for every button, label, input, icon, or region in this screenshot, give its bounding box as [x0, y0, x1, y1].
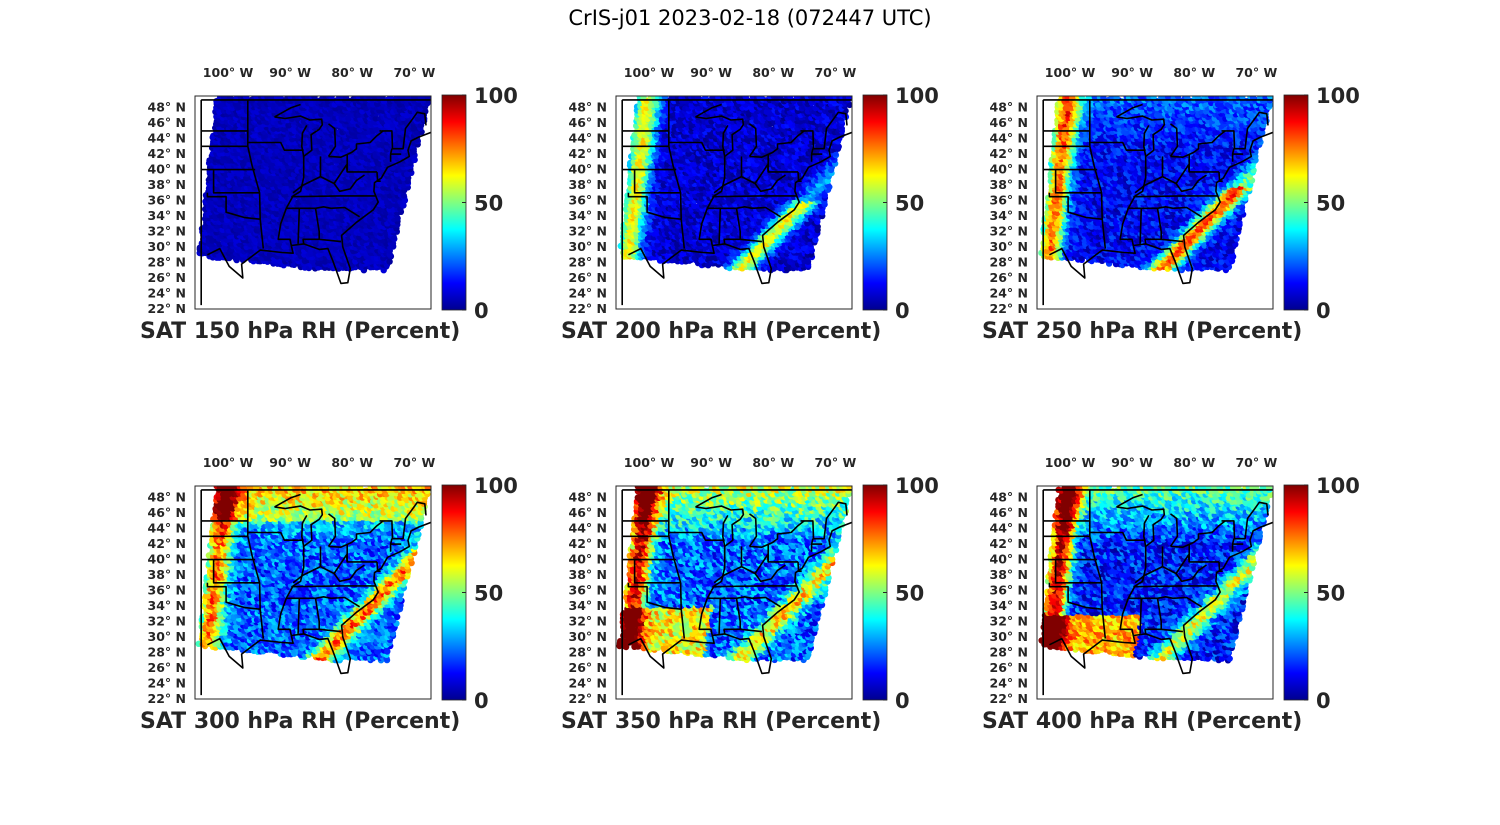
boundary-line	[379, 111, 427, 150]
colorbar-tick-label: 0	[474, 299, 489, 323]
map-frame	[194, 95, 432, 310]
boundary-line	[286, 206, 361, 218]
rh-dot	[372, 115, 379, 122]
boundary-line	[327, 123, 337, 157]
boundary-line	[376, 171, 381, 182]
boundary-line	[297, 208, 301, 244]
boundary-line	[212, 169, 260, 194]
boundary-line	[274, 103, 301, 118]
lat-tick-label: 48° N	[148, 100, 186, 115]
lat-tick-label: 40° N	[148, 162, 186, 177]
panel-2: 100° W 90° W 80° W 70° W48° N46° N44° N42° …	[569, 65, 939, 323]
rh-dot	[400, 192, 407, 199]
colorbar-tick-label: 50	[474, 192, 503, 216]
lon-tick-label: 80° W	[331, 65, 373, 80]
boundary-line	[292, 175, 335, 194]
lat-tick-label: 34° N	[148, 208, 186, 223]
boundary-line	[291, 195, 376, 198]
lat-tick-label: 24° N	[148, 286, 186, 301]
lat-tick-label: 38° N	[148, 177, 186, 192]
rh-dot	[424, 96, 431, 100]
rh-dot	[242, 96, 250, 100]
rh-dot	[277, 96, 284, 100]
lat-tick-label: 44° N	[148, 131, 186, 146]
rh-dot	[379, 96, 386, 100]
lat-tick-label: 28° N	[148, 255, 186, 270]
lat-tick-label: 42° N	[148, 146, 186, 161]
rh-dot	[209, 237, 216, 244]
boundary-line	[319, 238, 341, 243]
state-boundaries	[200, 99, 431, 306]
figure-title: CrIS-j01 2023-02-18 (072447 UTC)	[568, 6, 932, 30]
boundary-line	[274, 115, 324, 158]
lat-tick-label: 36° N	[148, 193, 186, 208]
rh-dot	[732, 227, 739, 234]
boundary-line	[206, 192, 261, 220]
lat-tick-label: 30° N	[148, 239, 186, 254]
boundary-line	[247, 141, 304, 151]
lon-tick-label: 100° W	[203, 65, 254, 80]
rh-dot	[812, 236, 819, 244]
boundary-line	[247, 99, 265, 249]
lat-tick-label: 46° N	[148, 115, 186, 130]
lat-tick-label: 26° N	[148, 270, 186, 285]
rh-dot	[386, 258, 393, 265]
lat-tick-label: 32° N	[148, 224, 186, 239]
rh-dot	[726, 264, 733, 272]
panel-1: 100° W 90° W 80° W 70° W 48° N46° N44° N42° …	[148, 65, 518, 323]
rh-dot	[365, 96, 373, 100]
lon-tick-label: 70° W	[393, 65, 435, 80]
boundary-line	[328, 130, 384, 158]
boundary-line	[333, 164, 365, 193]
rh-dot	[328, 96, 335, 100]
boundary-line	[207, 131, 431, 285]
lat-tick-label: 22° N	[148, 301, 186, 316]
lon-tick-label: 90° W	[269, 65, 311, 80]
colorbar-tick-label: 100	[474, 84, 518, 108]
